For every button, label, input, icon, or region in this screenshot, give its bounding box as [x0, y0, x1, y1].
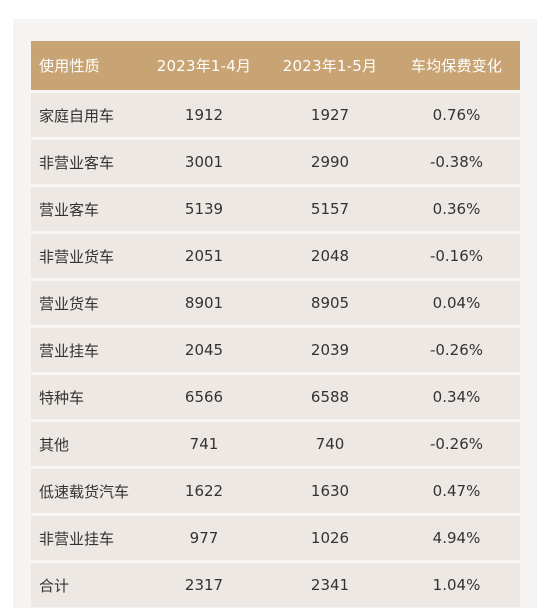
cell-jan-apr-value: 3001	[141, 137, 267, 184]
cell-usage-type: 非营业客车	[31, 137, 141, 184]
cell-usage-type: 营业挂车	[31, 325, 141, 372]
cell-jan-apr-value: 2045	[141, 325, 267, 372]
cell-usage-type: 低速载货汽车	[31, 466, 141, 513]
cell-premium-change: 1.04%	[393, 560, 520, 607]
table-body: 家庭自用车 1912 1927 0.76% 非营业客车 3001 2990 -0.38% 营业客…	[31, 90, 520, 607]
table-row: 营业货车 8901 8905 0.04%	[31, 278, 520, 325]
table-row: 非营业客车 3001 2990 -0.38%	[31, 137, 520, 184]
cell-usage-type: 非营业货车	[31, 231, 141, 278]
cell-premium-change: 0.36%	[393, 184, 520, 231]
cell-jan-may-value: 1927	[267, 90, 393, 137]
header-row: 使用性质 2023年1-4月 2023年1-5月 车均保费变化	[31, 41, 520, 90]
cell-usage-type: 合计	[31, 560, 141, 607]
header-jan-apr-2023: 2023年1-4月	[141, 41, 267, 90]
cell-premium-change: -0.38%	[393, 137, 520, 184]
cell-jan-may-value: 2990	[267, 137, 393, 184]
cell-usage-type: 其他	[31, 419, 141, 466]
header-usage-type: 使用性质	[31, 41, 141, 90]
table-row: 其他 741 740 -0.26%	[31, 419, 520, 466]
cell-jan-apr-value: 1912	[141, 90, 267, 137]
header-jan-may-2023: 2023年1-5月	[267, 41, 393, 90]
cell-premium-change: 0.04%	[393, 278, 520, 325]
table-row: 低速载货汽车 1622 1630 0.47%	[31, 466, 520, 513]
cell-jan-apr-value: 1622	[141, 466, 267, 513]
cell-premium-change: 4.94%	[393, 513, 520, 560]
cell-jan-apr-value: 741	[141, 419, 267, 466]
premium-table-container: 使用性质 2023年1-4月 2023年1-5月 车均保费变化 家庭自用车 191…	[31, 41, 520, 607]
table-row: 营业客车 5139 5157 0.36%	[31, 184, 520, 231]
cell-premium-change: -0.26%	[393, 325, 520, 372]
table-row: 合计 2317 2341 1.04%	[31, 560, 520, 607]
cell-jan-may-value: 2039	[267, 325, 393, 372]
cell-jan-apr-value: 2317	[141, 560, 267, 607]
cell-usage-type: 营业货车	[31, 278, 141, 325]
premium-table: 使用性质 2023年1-4月 2023年1-5月 车均保费变化 家庭自用车 191…	[31, 41, 520, 607]
cell-jan-apr-value: 5139	[141, 184, 267, 231]
cell-jan-may-value: 6588	[267, 372, 393, 419]
cell-jan-may-value: 2341	[267, 560, 393, 607]
table-row: 非营业货车 2051 2048 -0.16%	[31, 231, 520, 278]
cell-premium-change: 0.47%	[393, 466, 520, 513]
cell-jan-may-value: 1630	[267, 466, 393, 513]
cell-jan-apr-value: 977	[141, 513, 267, 560]
table-header: 使用性质 2023年1-4月 2023年1-5月 车均保费变化	[31, 41, 520, 90]
table-row: 家庭自用车 1912 1927 0.76%	[31, 90, 520, 137]
table-row: 营业挂车 2045 2039 -0.26%	[31, 325, 520, 372]
cell-premium-change: 0.34%	[393, 372, 520, 419]
cell-jan-apr-value: 6566	[141, 372, 267, 419]
cell-jan-may-value: 2048	[267, 231, 393, 278]
cell-premium-change: -0.16%	[393, 231, 520, 278]
cell-usage-type: 特种车	[31, 372, 141, 419]
header-avg-premium-change: 车均保费变化	[393, 41, 520, 90]
cell-premium-change: 0.76%	[393, 90, 520, 137]
cell-jan-may-value: 740	[267, 419, 393, 466]
cell-premium-change: -0.26%	[393, 419, 520, 466]
cell-usage-type: 营业客车	[31, 184, 141, 231]
cell-usage-type: 家庭自用车	[31, 90, 141, 137]
cell-jan-may-value: 8905	[267, 278, 393, 325]
cell-jan-may-value: 5157	[267, 184, 393, 231]
cell-jan-apr-value: 8901	[141, 278, 267, 325]
cell-jan-apr-value: 2051	[141, 231, 267, 278]
cell-usage-type: 非营业挂车	[31, 513, 141, 560]
table-row: 特种车 6566 6588 0.34%	[31, 372, 520, 419]
cell-jan-may-value: 1026	[267, 513, 393, 560]
table-row: 非营业挂车 977 1026 4.94%	[31, 513, 520, 560]
